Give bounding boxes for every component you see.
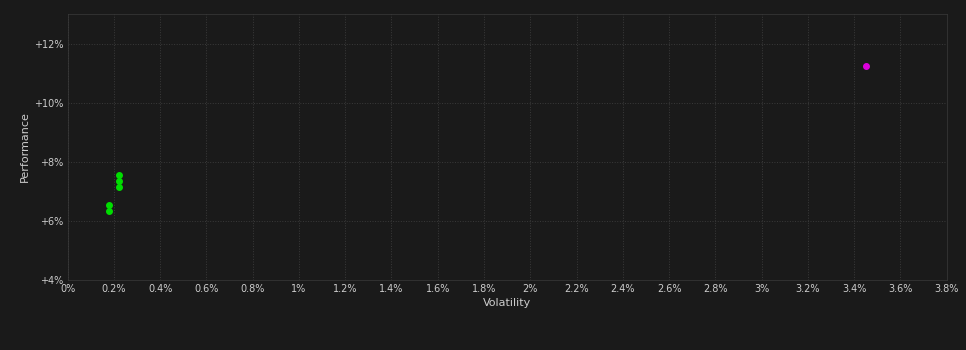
Y-axis label: Performance: Performance: [19, 112, 30, 182]
X-axis label: Volatility: Volatility: [483, 298, 531, 308]
